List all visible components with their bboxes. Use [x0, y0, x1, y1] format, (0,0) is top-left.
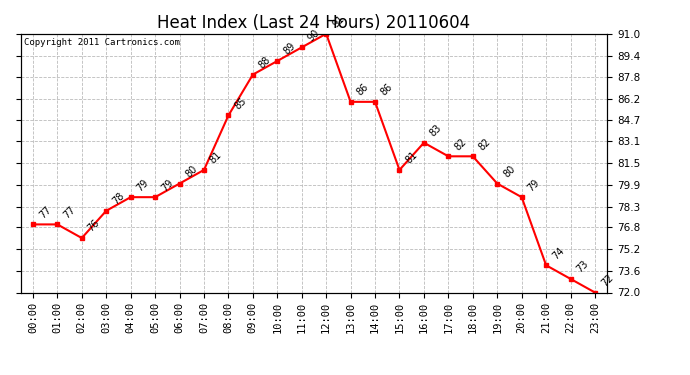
Text: 77: 77 — [37, 204, 53, 220]
Text: 80: 80 — [502, 164, 517, 179]
Text: 81: 81 — [404, 150, 420, 166]
Text: 80: 80 — [184, 164, 199, 179]
Text: 89: 89 — [282, 41, 297, 57]
Text: 83: 83 — [428, 123, 444, 138]
Text: 88: 88 — [257, 55, 273, 70]
Text: 82: 82 — [453, 136, 469, 152]
Text: 82: 82 — [477, 136, 493, 152]
Text: 77: 77 — [61, 204, 77, 220]
Text: 79: 79 — [526, 177, 542, 193]
Text: 72: 72 — [599, 272, 615, 288]
Text: 73: 73 — [575, 259, 591, 275]
Text: 86: 86 — [380, 82, 395, 98]
Text: 81: 81 — [208, 150, 224, 166]
Text: 78: 78 — [110, 191, 126, 207]
Text: 90: 90 — [306, 27, 322, 43]
Text: 85: 85 — [233, 96, 248, 111]
Text: 79: 79 — [135, 177, 150, 193]
Text: 74: 74 — [550, 245, 566, 261]
Title: Heat Index (Last 24 Hours) 20110604: Heat Index (Last 24 Hours) 20110604 — [157, 14, 471, 32]
Text: 79: 79 — [159, 177, 175, 193]
Text: 86: 86 — [355, 82, 371, 98]
Text: Copyright 2011 Cartronics.com: Copyright 2011 Cartronics.com — [23, 38, 179, 46]
Text: 91: 91 — [331, 14, 346, 30]
Text: 76: 76 — [86, 218, 102, 234]
